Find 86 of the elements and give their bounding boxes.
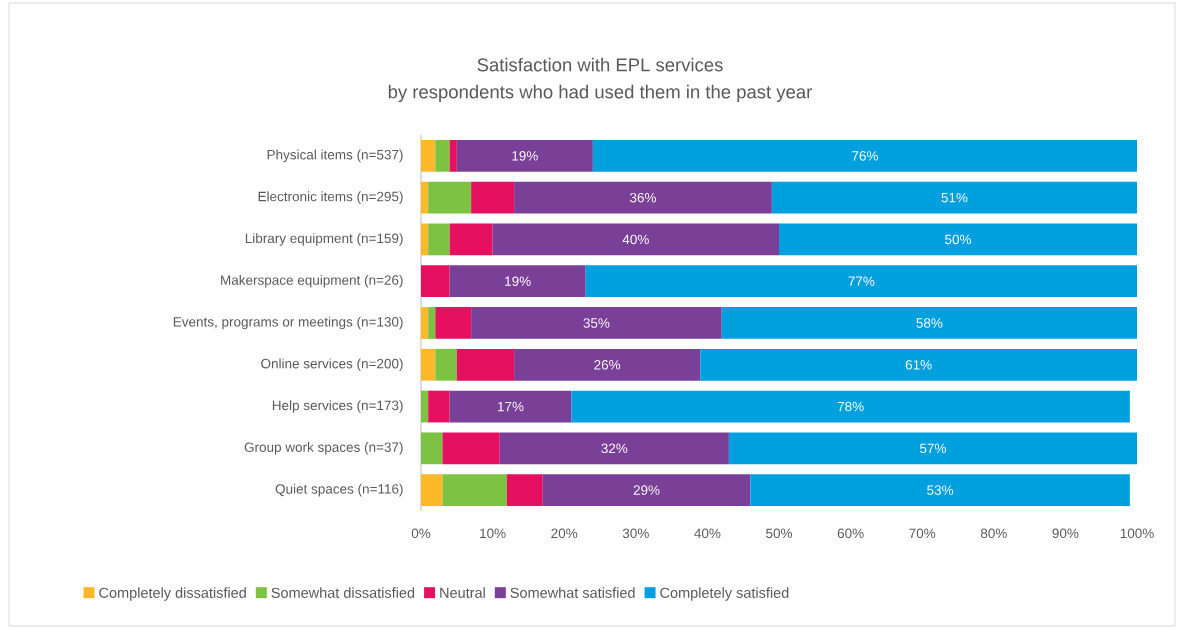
data-label: 50% [945,234,972,245]
data-label: 78% [837,401,864,412]
legend-label: Somewhat dissatisfied [271,587,415,598]
bar [700,348,1138,381]
y-tick-label: Online services (n=200) [261,358,403,372]
bar [442,432,500,465]
bar [721,307,1138,339]
data-label: 57% [919,443,946,454]
x-tick-label: 40% [694,528,721,539]
bar [506,474,543,506]
y-tick-label: Group work spaces (n=37) [244,442,403,455]
chart-title: Satisfaction with EPL services [477,57,723,72]
bar [435,307,472,339]
y-tick-label: Library equipment (n=159) [245,233,403,246]
bar [421,348,436,381]
bar [456,140,593,172]
y-tick-label: Electronic items (n=295) [258,191,403,204]
y-tick-label: Makerspace equipment (n=26) [221,274,403,288]
bar [499,432,729,465]
bar [421,181,429,214]
bar [421,390,429,423]
data-label: 61% [905,359,932,370]
x-tick-label: 30% [622,528,649,539]
bar [428,307,436,339]
y-tick-label: Physical items (n=537) [267,149,403,163]
bar [592,140,1138,172]
x-tick-label: 100% [1120,528,1154,539]
data-label: 58% [916,318,943,328]
x-tick-label: 80% [980,528,1007,539]
bar [428,181,472,214]
x-tick-label: 0% [411,528,431,539]
bar [449,390,572,423]
bar [421,432,443,465]
bar [514,181,772,214]
legend-label: Completely satisfied [660,587,789,601]
legend-label: Neutral [440,587,485,598]
bar [421,265,450,298]
bar [471,181,515,214]
bar [435,140,450,172]
bar [435,348,457,381]
x-tick-label: 70% [909,528,936,539]
bar [449,140,457,172]
y-tick-label: Events, programs or meetings (n=130) [173,316,403,330]
legend-label: Completely dissatisfied [99,587,246,601]
x-tick-label: 20% [551,528,578,539]
x-tick-label: 90% [1052,528,1079,539]
bar [585,265,1138,298]
bar [771,181,1138,214]
bar [779,223,1138,256]
bar [428,223,450,256]
bar [728,432,1138,465]
bar [421,223,429,256]
bar [456,348,515,381]
bar [442,474,507,506]
data-label: 77% [848,276,875,286]
data-label: 53% [927,485,954,495]
data-label: 29% [633,485,660,495]
bar [421,307,429,339]
x-tick-label: 10% [480,528,506,539]
bar [750,474,1130,506]
bar [449,265,586,298]
data-label: 32% [601,443,628,454]
bar [421,474,443,506]
bar [492,223,780,256]
data-label: 76% [852,151,878,161]
data-label: 26% [594,359,621,370]
bar [571,390,1130,423]
x-tick-label: 60% [837,528,864,539]
bar [428,390,450,423]
data-label: 51% [941,192,968,203]
data-label: 19% [505,276,531,286]
data-label: 36% [629,192,656,203]
bar [471,307,722,339]
bar [449,223,493,256]
data-label: 17% [498,401,524,412]
bar [421,140,436,172]
chart-subtitle: by respondents who had used them in the past year [388,84,812,103]
data-label: 40% [622,234,649,245]
x-tick-label: 50% [766,528,793,539]
bar [542,474,751,506]
y-tick-label: Quiet spaces (n=116) [275,483,403,497]
data-label: 19% [512,151,538,161]
y-tick-label: Help services (n=173) [272,400,403,413]
data-label: 35% [583,318,610,328]
bar [514,348,701,381]
legend-label: Somewhat satisfied [510,587,635,598]
